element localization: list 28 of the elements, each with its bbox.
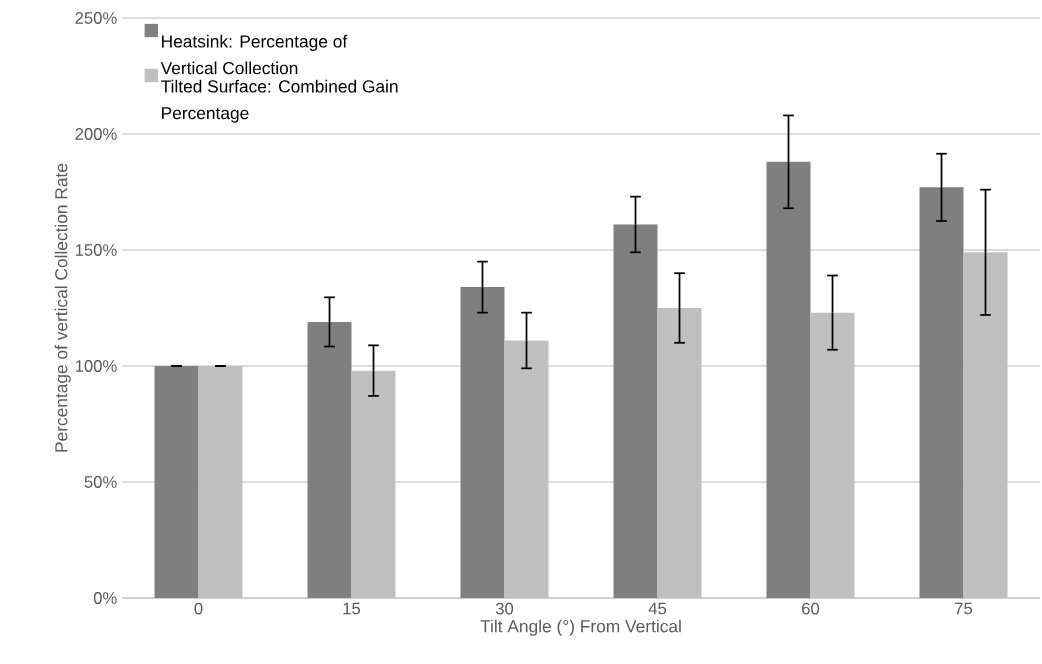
x-tick-label: 15 bbox=[343, 602, 361, 615]
x-tick-label: 30 bbox=[495, 602, 514, 615]
bar bbox=[460, 287, 505, 598]
y-axis-title: Percentage of vertical Collection Rate bbox=[54, 163, 71, 452]
y-tick-label: 200% bbox=[75, 128, 117, 140]
bar bbox=[351, 370, 396, 598]
bar bbox=[198, 366, 243, 598]
bar bbox=[307, 321, 352, 598]
x-tick-label: 75 bbox=[955, 602, 973, 615]
legend-label: Tilted Surface: Combined Gain Percentage bbox=[161, 79, 398, 123]
bar bbox=[504, 340, 549, 598]
x-tick-label: 45 bbox=[648, 602, 667, 615]
bar bbox=[154, 366, 199, 598]
bar bbox=[766, 161, 811, 598]
y-tick-label: 0% bbox=[93, 592, 117, 604]
legend-label: Heatsink: Percentage of Vertical Collection bbox=[160, 34, 348, 75]
y-tick-label: 50% bbox=[84, 476, 117, 488]
bar bbox=[613, 224, 658, 598]
bar bbox=[657, 308, 702, 598]
bar bbox=[810, 312, 855, 598]
bar bbox=[919, 187, 964, 598]
x-axis-title: Tilt Angle (°) From Vertical bbox=[480, 619, 681, 636]
x-tick-label: 0 bbox=[194, 602, 203, 615]
bar bbox=[963, 252, 1008, 598]
y-tick-label: 250% bbox=[75, 12, 117, 24]
y-tick-label: 100% bbox=[75, 360, 117, 372]
y-tick-label: 150% bbox=[75, 244, 117, 256]
x-tick-label: 60 bbox=[802, 602, 820, 615]
